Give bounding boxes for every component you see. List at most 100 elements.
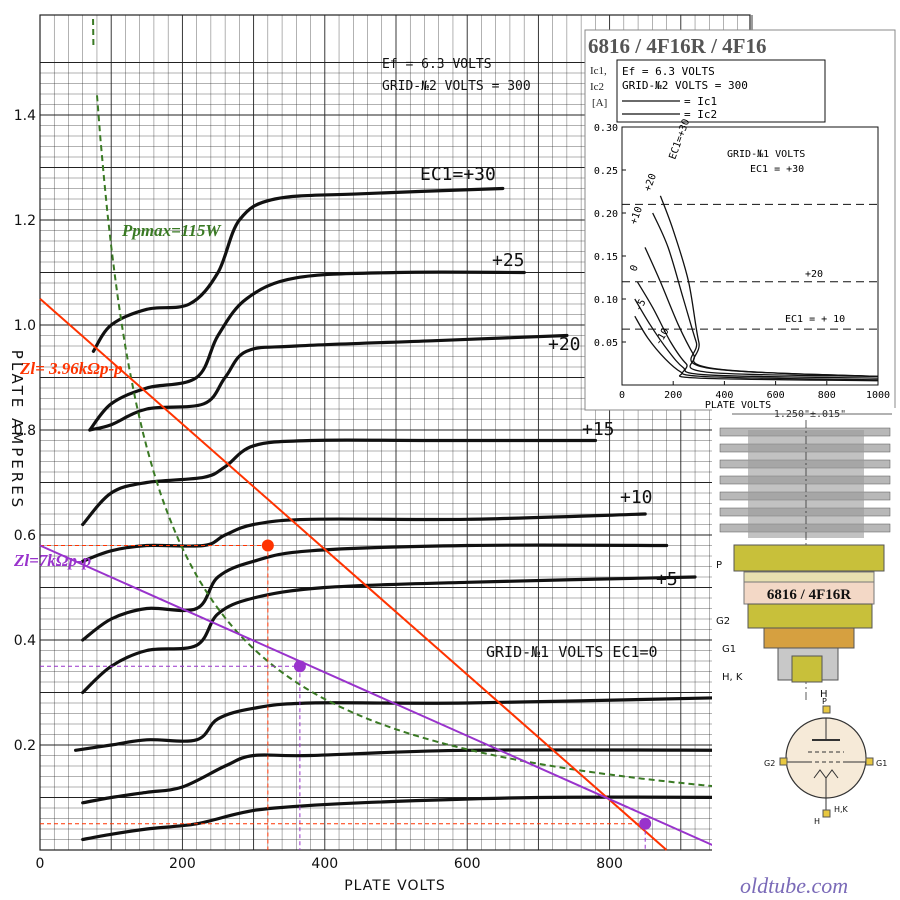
condition-g2: GRID-№2 VOLTS = 300 bbox=[382, 79, 531, 94]
y-axis-label: PLATE AMPERES bbox=[8, 350, 26, 510]
schematic-label-g2: G2 bbox=[764, 759, 775, 768]
g1-ring bbox=[763, 627, 855, 649]
plate-curve bbox=[81, 512, 647, 563]
curve-label: +20 bbox=[548, 334, 581, 355]
inset-xtick-label: 0 bbox=[619, 390, 625, 401]
curve-label: +10 bbox=[620, 487, 653, 508]
inset-annotation: EC1 = + 10 bbox=[785, 314, 845, 325]
inset-xtick-label: 400 bbox=[715, 390, 733, 401]
x-tick-label: 600 bbox=[454, 856, 481, 872]
inset-ic1-curve bbox=[634, 315, 879, 382]
inset-condition: GRID-№2 VOLTS = 300 bbox=[622, 79, 748, 92]
schematic-label-p: P bbox=[822, 697, 827, 706]
plate-curve bbox=[91, 186, 505, 353]
inset-ic1-curve bbox=[634, 298, 879, 381]
legend-ic1: = Ic1 bbox=[684, 95, 717, 108]
load-line bbox=[39, 544, 724, 851]
y-tick-label: 0.4 bbox=[14, 633, 36, 649]
x-tick-label: 800 bbox=[596, 856, 623, 872]
curve-label: EC1=+30 bbox=[420, 164, 496, 185]
pin-label-g2: G2 bbox=[716, 616, 730, 627]
ceramic-band bbox=[743, 571, 875, 583]
g2-ring bbox=[747, 603, 873, 629]
ppmax-label: Ppmax=115W bbox=[121, 221, 222, 240]
plate-curve bbox=[88, 333, 569, 432]
inset-ytick-label: 0.05 bbox=[594, 338, 618, 349]
curve-label: +15 bbox=[582, 419, 615, 440]
schematic-pin-p bbox=[822, 705, 831, 714]
inset-ytick-label: 0.20 bbox=[594, 209, 618, 220]
inset-ic1-curve bbox=[652, 212, 879, 378]
inset-condition: Ef = 6.3 VOLTS bbox=[622, 65, 715, 78]
operating-point bbox=[293, 660, 306, 673]
load-line-label: Zl=7kΩp-p bbox=[13, 551, 91, 570]
y-tick-label: 0.6 bbox=[14, 528, 36, 544]
load-line bbox=[39, 297, 668, 851]
y-tick-label: 0.8 bbox=[14, 423, 36, 439]
main-chart-text: 020040060080010000.20.40.60.81.01.21.4PL… bbox=[8, 57, 770, 894]
inset-curve-label: -5 bbox=[633, 298, 649, 314]
inset-xtick-label: 800 bbox=[818, 390, 836, 401]
inset-chart: 6816 / 4F16R / 4F16 Ef = 6.3 VOLTSGRID-№2… bbox=[584, 29, 896, 411]
inset-legend-title: GRID-№1 VOLTS bbox=[727, 149, 805, 160]
load-line-overlays: Ppmax=115W Zl= 3.96kΩp-p Zl=7kΩp-p bbox=[13, 14, 738, 851]
dimension-label: 1.250"±.015" bbox=[774, 409, 846, 420]
pin-label-h: H bbox=[820, 689, 828, 700]
plate-curve bbox=[81, 438, 597, 527]
x-tick-label: 0 bbox=[36, 856, 45, 872]
inset-xtick-label: 1000 bbox=[866, 390, 890, 401]
inset-ytick-label: 0.10 bbox=[594, 295, 618, 306]
pin-label-g1: G1 bbox=[722, 644, 736, 655]
ppmax-curve bbox=[96, 95, 738, 790]
y-tick-label: 1.0 bbox=[14, 318, 36, 334]
y-tick-label: 0.2 bbox=[14, 738, 36, 754]
inset-xtick-label: 200 bbox=[664, 390, 682, 401]
plate-ring bbox=[733, 544, 885, 572]
schematic-pin-hk bbox=[822, 809, 831, 818]
legend-ic2: = Ic2 bbox=[684, 108, 717, 121]
inset-ylabel: Ic1, bbox=[590, 65, 607, 77]
y-tick-label: 1.2 bbox=[14, 213, 36, 229]
inset-curve-label: 0 bbox=[628, 264, 640, 273]
pin-label-hk: H, K bbox=[722, 672, 743, 683]
plate-curve bbox=[81, 543, 669, 642]
quiescent-point bbox=[639, 817, 652, 830]
plate-curve bbox=[81, 795, 754, 842]
inset-xlabel: PLATE VOLTS bbox=[705, 400, 771, 411]
x-axis-label: PLATE VOLTS bbox=[344, 878, 446, 894]
operating-point bbox=[261, 539, 274, 552]
main-plate-curves bbox=[74, 186, 754, 842]
schematic-label-g1: G1 bbox=[876, 759, 887, 768]
inset-ylabel: Ic2 bbox=[590, 81, 604, 93]
inset-ylabel: [A] bbox=[592, 97, 607, 109]
x-tick-label: 200 bbox=[169, 856, 196, 872]
inset-ic1-curve bbox=[644, 247, 879, 378]
inset-ic1-curve bbox=[636, 281, 879, 379]
condition-ef: Ef = 6.3 VOLTS bbox=[382, 57, 492, 72]
x-tick-label: 400 bbox=[311, 856, 338, 872]
plate-curve bbox=[74, 696, 718, 752]
heater-pin bbox=[791, 655, 823, 683]
inset-legend-box bbox=[616, 59, 826, 123]
inset-ytick-label: 0.15 bbox=[594, 252, 618, 263]
curve-label: +25 bbox=[492, 250, 525, 271]
schematic-label-h: H bbox=[814, 817, 820, 826]
inset-annotation: +20 bbox=[805, 269, 823, 280]
schematic-pin-g1 bbox=[865, 757, 874, 766]
inset-annotation: EC1 = +30 bbox=[750, 164, 804, 175]
schematic-pin-g2 bbox=[779, 757, 788, 766]
plate-curve bbox=[88, 270, 526, 432]
inset-ytick-label: 0.25 bbox=[594, 166, 618, 177]
watermark: oldtube.com bbox=[740, 873, 848, 898]
y-tick-label: 1.4 bbox=[14, 108, 36, 124]
curve-label: +5 bbox=[656, 569, 678, 590]
inset-ytick-label: 0.30 bbox=[594, 123, 618, 134]
inset-plot-frame bbox=[621, 126, 879, 386]
tube-model-label: 6816 / 4F16R bbox=[767, 587, 851, 603]
schematic-label-hk: H,K bbox=[834, 805, 849, 814]
load-line-label: Zl= 3.96kΩp-p bbox=[19, 359, 123, 378]
pin-label-p: P bbox=[716, 560, 722, 571]
plate-curve bbox=[81, 575, 697, 695]
